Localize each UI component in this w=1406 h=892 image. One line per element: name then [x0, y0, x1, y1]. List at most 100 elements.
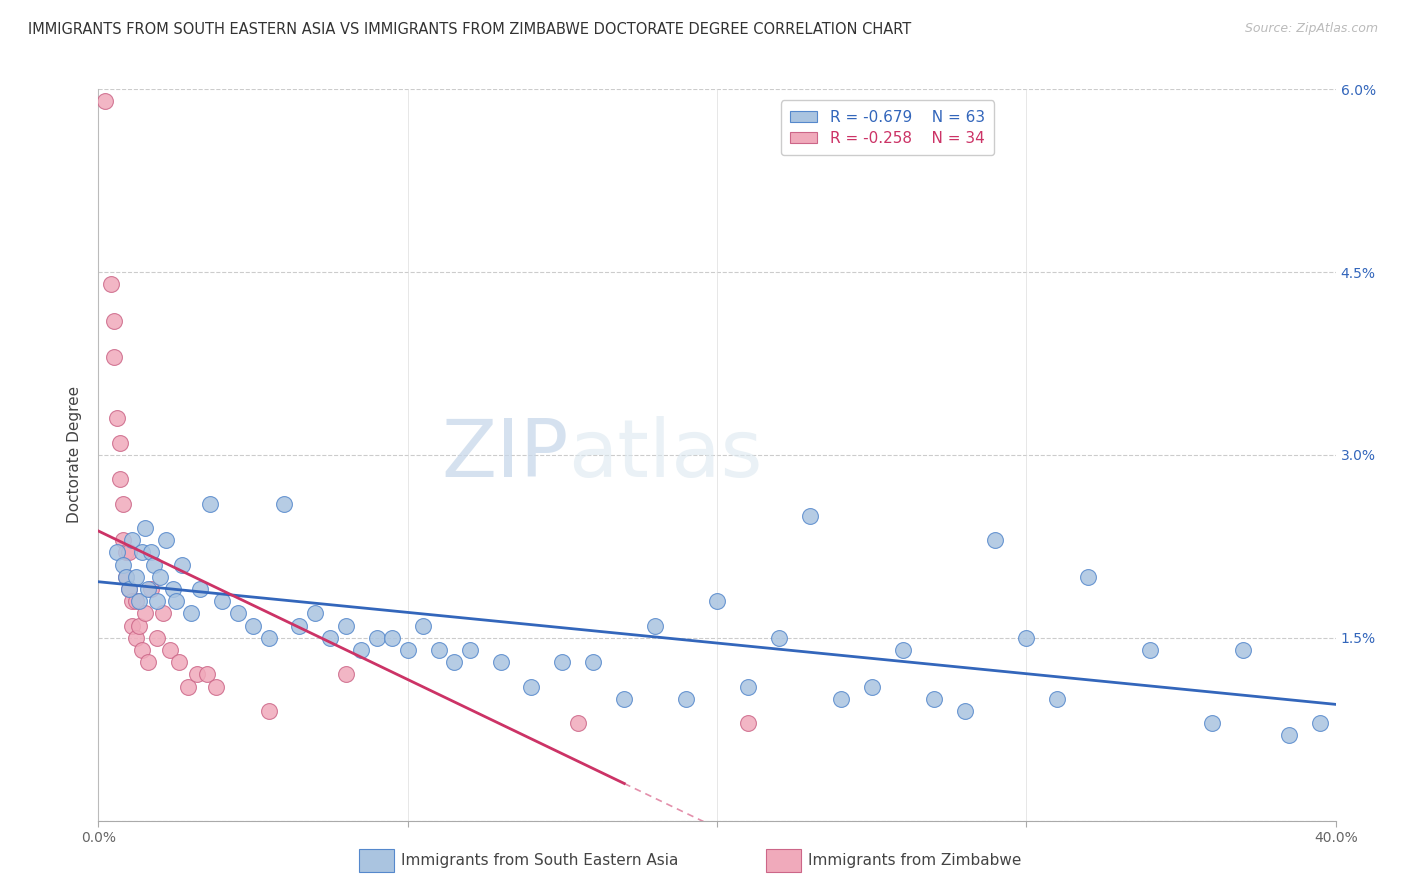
Point: [93, 95, 115, 109]
Bar: [359, 848, 394, 871]
Point: [1278, 728, 1301, 742]
Bar: [766, 848, 801, 871]
Point: [366, 631, 388, 645]
Point: [675, 691, 697, 706]
Point: [121, 618, 143, 632]
Point: [134, 521, 156, 535]
Point: [860, 680, 883, 694]
Point: [1077, 570, 1099, 584]
Point: [115, 545, 138, 559]
Point: [273, 497, 295, 511]
Point: [186, 667, 208, 681]
Point: [520, 680, 543, 694]
Point: [1139, 643, 1161, 657]
Point: [121, 594, 143, 608]
Point: [170, 558, 193, 572]
Point: [165, 594, 187, 608]
Point: [319, 631, 342, 645]
Point: [458, 643, 481, 657]
Point: [257, 704, 280, 718]
Point: [177, 680, 200, 694]
Point: [443, 655, 465, 669]
Point: [112, 497, 135, 511]
Text: ZIP: ZIP: [441, 416, 568, 494]
Point: [118, 545, 141, 559]
Legend: R = -0.679    N = 63, R = -0.258    N = 34: R = -0.679 N = 63, R = -0.258 N = 34: [780, 101, 994, 155]
Point: [105, 545, 128, 559]
Point: [830, 691, 852, 706]
Point: [103, 351, 125, 365]
Point: [112, 558, 135, 572]
Point: [381, 631, 404, 645]
Point: [131, 643, 153, 657]
Point: [155, 533, 177, 548]
Point: [613, 691, 636, 706]
Point: [1232, 643, 1254, 657]
Point: [737, 716, 759, 731]
Text: IMMIGRANTS FROM SOUTH EASTERN ASIA VS IMMIGRANTS FROM ZIMBABWE DOCTORATE DEGREE : IMMIGRANTS FROM SOUTH EASTERN ASIA VS IM…: [28, 22, 911, 37]
Point: [489, 655, 512, 669]
Point: [922, 691, 945, 706]
Text: Source: ZipAtlas.com: Source: ZipAtlas.com: [1244, 22, 1378, 36]
Point: [149, 570, 172, 584]
Point: [396, 643, 419, 657]
Point: [159, 643, 181, 657]
Point: [257, 631, 280, 645]
Point: [288, 618, 311, 632]
Point: [551, 655, 574, 669]
Point: [198, 497, 221, 511]
Point: [108, 435, 131, 450]
Point: [100, 277, 122, 292]
Point: [891, 643, 914, 657]
Point: [128, 618, 150, 632]
Point: [644, 618, 666, 632]
Point: [335, 618, 357, 632]
Point: [737, 680, 759, 694]
Point: [139, 582, 162, 596]
Point: [1309, 716, 1331, 731]
Point: [205, 680, 228, 694]
Point: [226, 607, 249, 621]
Point: [211, 594, 233, 608]
Point: [335, 667, 357, 681]
Point: [567, 716, 589, 731]
Point: [112, 533, 135, 548]
Point: [118, 582, 141, 596]
Point: [190, 582, 212, 596]
Point: [131, 545, 153, 559]
Point: [124, 594, 146, 608]
Point: [128, 594, 150, 608]
Point: [1015, 631, 1038, 645]
Point: [1046, 691, 1069, 706]
Point: [124, 631, 146, 645]
Point: [427, 643, 450, 657]
Point: [105, 411, 128, 425]
Text: Immigrants from South Eastern Asia: Immigrants from South Eastern Asia: [401, 853, 678, 868]
Point: [180, 607, 202, 621]
Point: [412, 618, 434, 632]
Point: [953, 704, 976, 718]
Point: [136, 655, 159, 669]
Text: Immigrants from Zimbabwe: Immigrants from Zimbabwe: [808, 853, 1022, 868]
Point: [1201, 716, 1223, 731]
Point: [146, 594, 169, 608]
Point: [124, 570, 146, 584]
Text: atlas: atlas: [568, 416, 763, 494]
Point: [984, 533, 1007, 548]
Point: [134, 607, 156, 621]
Point: [304, 607, 326, 621]
Point: [115, 570, 138, 584]
Point: [136, 582, 159, 596]
Point: [115, 570, 138, 584]
Point: [121, 533, 143, 548]
Point: [103, 314, 125, 328]
Point: [768, 631, 790, 645]
Point: [195, 667, 218, 681]
Point: [582, 655, 605, 669]
Point: [706, 594, 728, 608]
Point: [799, 508, 821, 523]
Point: [146, 631, 169, 645]
Point: [242, 618, 264, 632]
Point: [162, 582, 184, 596]
Point: [108, 472, 131, 486]
